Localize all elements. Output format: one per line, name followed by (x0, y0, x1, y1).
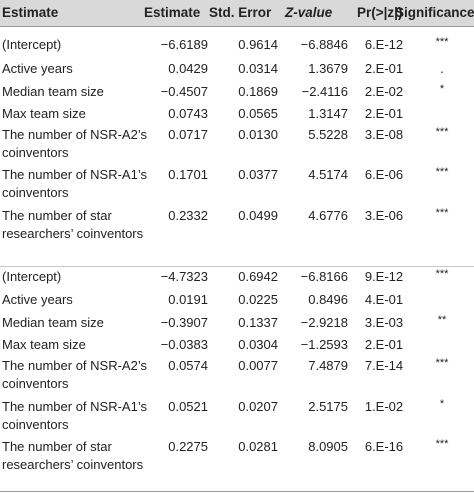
row-label: Median team size (2, 315, 104, 330)
row-estimate: 0.0717 (168, 127, 208, 142)
row-p-value: 9.E-12 (364, 269, 404, 284)
row-label: The number of NSR-A1’s coinventors (2, 167, 147, 200)
header-significance: Significance (395, 5, 474, 20)
row-significance: * (439, 83, 445, 95)
row-std-error: 0.0377 (238, 167, 278, 182)
section-divider (0, 266, 474, 267)
row-estimate: −0.0383 (160, 337, 208, 352)
row-estimate: 0.1701 (168, 167, 208, 182)
row-label: The number of star researchers’ coinvent… (2, 208, 144, 241)
header-p-value: Pr(>|z|) (357, 5, 403, 20)
row-std-error: 0.0077 (238, 358, 278, 373)
row-z-value: 4.6776 (308, 208, 348, 223)
row-label: Max team size (2, 106, 86, 121)
row-label: Median team size (2, 84, 104, 99)
row-p-value: 3.E-06 (364, 208, 404, 223)
row-z-value: −2.4116 (301, 84, 348, 99)
header-z-value: Z-value (285, 5, 333, 20)
row-z-value: −1.2593 (300, 337, 348, 352)
row-estimate: 0.0191 (168, 292, 208, 307)
row-p-value: 2.E-01 (364, 337, 404, 352)
row-p-value: 3.E-03 (364, 315, 404, 330)
header-label: Estimate (2, 5, 59, 20)
row-significance: *** (435, 36, 449, 48)
row-std-error: 0.1869 (238, 84, 278, 99)
row-estimate: −0.4507 (160, 84, 208, 99)
row-p-value: 2.E-01 (364, 106, 404, 121)
row-z-value: 8.0905 (308, 439, 348, 454)
row-significance: *** (435, 438, 449, 450)
row-p-value: 6.E-12 (364, 37, 404, 52)
row-std-error: 0.0314 (238, 61, 278, 76)
row-label: Active years (2, 292, 73, 307)
row-estimate: −4.7323 (160, 269, 208, 284)
header-std-error: Std. Error (209, 5, 272, 20)
row-z-value: −6.8166 (300, 269, 348, 284)
row-z-value: 4.5174 (308, 167, 348, 182)
row-estimate: 0.0574 (168, 358, 208, 373)
row-estimate: −6.6189 (160, 37, 208, 52)
row-std-error: 0.0565 (238, 106, 278, 121)
row-label: The number of NSR-A1’s coinventors (2, 399, 147, 432)
row-std-error: 0.0281 (238, 439, 278, 454)
row-p-value: 4.E-01 (364, 292, 404, 307)
row-significance: ** (437, 314, 447, 326)
row-std-error: 0.0304 (238, 337, 278, 352)
row-label: The number of star researchers’ coinvent… (2, 439, 144, 472)
row-std-error: 0.0130 (238, 127, 278, 142)
row-p-value: 6.E-06 (364, 167, 404, 182)
row-std-error: 0.9614 (238, 37, 278, 52)
row-label: The number of NSR-A2’s coinventors (2, 127, 147, 160)
row-label: The number of NSR-A2’s coinventors (2, 358, 147, 391)
row-estimate: 0.2332 (168, 208, 208, 223)
row-significance: *** (435, 166, 449, 178)
row-significance: * (439, 398, 445, 410)
row-label: (Intercept) (2, 269, 62, 284)
row-estimate: 0.0521 (168, 399, 208, 414)
header-estimate: Estimate (144, 5, 201, 20)
row-estimate: −0.3907 (160, 315, 208, 330)
row-significance: *** (435, 357, 449, 369)
row-significance: *** (435, 268, 449, 280)
row-estimate: 0.0429 (168, 61, 208, 76)
bottom-rule (0, 491, 474, 492)
row-p-value: 2.E-02 (364, 84, 404, 99)
row-p-value: 2.E-01 (364, 61, 404, 76)
row-label: Max team size (2, 337, 86, 352)
row-significance: *** (435, 126, 449, 138)
row-significance: . (440, 61, 444, 76)
row-p-value: 7.E-14 (364, 358, 404, 373)
row-significance: *** (435, 207, 449, 219)
row-estimate: 0.0743 (168, 106, 208, 121)
row-label: (Intercept) (2, 37, 62, 52)
row-std-error: 0.0207 (238, 399, 278, 414)
row-z-value: 2.5175 (308, 399, 348, 414)
row-std-error: 0.6942 (238, 269, 278, 284)
row-z-value: −6.8846 (300, 37, 348, 52)
row-z-value: 0.8496 (308, 292, 348, 307)
row-z-value: 1.3679 (308, 61, 348, 76)
row-estimate: 0.2275 (168, 439, 208, 454)
row-z-value: 1.3147 (308, 106, 348, 121)
row-std-error: 0.0225 (238, 292, 278, 307)
row-label: Active years (2, 61, 73, 76)
row-std-error: 0.0499 (238, 208, 278, 223)
row-z-value: 5.5228 (308, 127, 348, 142)
table-header: Estimate Estimate Std. Error Z-value Pr(… (0, 0, 474, 27)
row-p-value: 6.E-16 (364, 439, 404, 454)
row-z-value: 7.4879 (308, 358, 348, 373)
row-z-value: −2.9218 (300, 315, 348, 330)
row-p-value: 3.E-08 (364, 127, 404, 142)
row-std-error: 0.1337 (238, 315, 278, 330)
row-p-value: 1.E-02 (364, 399, 404, 414)
